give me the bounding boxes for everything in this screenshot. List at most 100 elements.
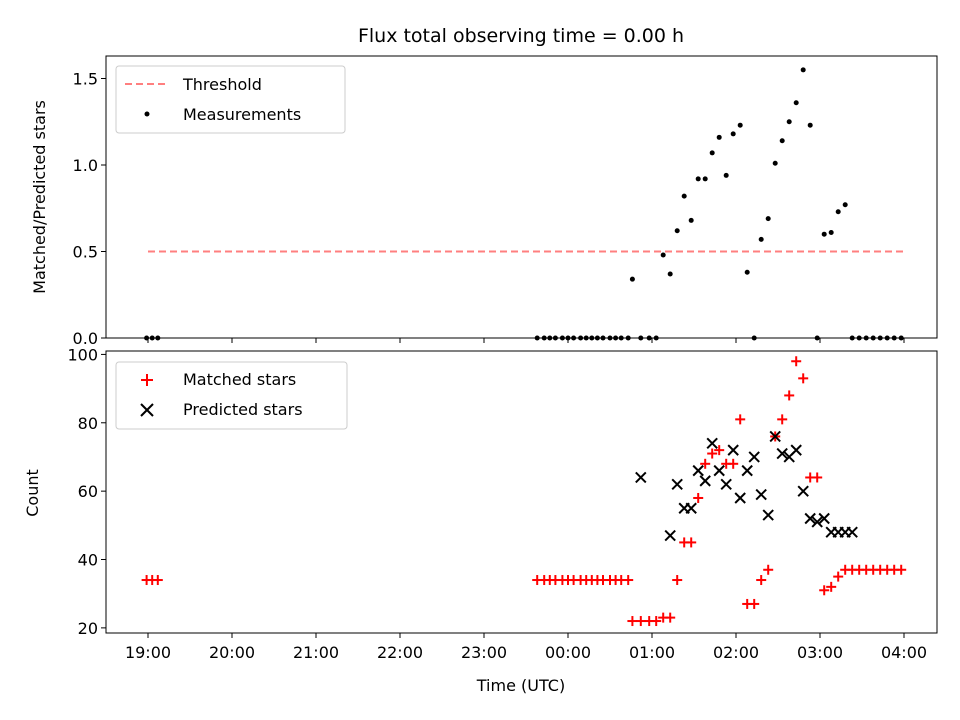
predicted-star-point	[776, 447, 788, 460]
predicted-stars-legend-label: Predicted stars	[183, 400, 303, 419]
measurement-point	[681, 193, 687, 199]
matched-star-point	[707, 448, 718, 459]
measurement-point	[758, 236, 764, 242]
matched-star-point	[763, 564, 774, 575]
measurement-point	[786, 119, 792, 125]
predicted-star-point	[811, 516, 823, 528]
predicted-stars-legend-marker	[140, 403, 154, 417]
predicted-star-point	[699, 475, 711, 487]
predicted-star-point	[741, 464, 753, 477]
matched-star-point	[812, 472, 823, 483]
predicted-star-point	[790, 444, 802, 456]
predicted-star-point	[846, 526, 858, 538]
measurements-legend-label: Measurements	[183, 105, 301, 124]
chart-title: Flux total observing time = 0.00 h	[358, 25, 684, 47]
measurement-point	[793, 100, 799, 106]
matched-star-point	[714, 445, 725, 456]
measurement-point	[629, 276, 635, 282]
bottom-x-axis: 19:00 20:00 21:00 22:00 23:00 00:00 01:00 02:00…	[125, 633, 927, 662]
star-count-panel: 20 40 60 80 100 19:00 20:00 21:00 22:00 23:00 00:…	[23, 345, 938, 695]
matched-star-point	[826, 581, 837, 592]
predicted-star-point	[748, 451, 760, 463]
top-x-axis	[147, 338, 905, 343]
measurement-point	[716, 134, 722, 140]
bottom-y-axis-label: Count	[23, 469, 42, 517]
measurements-legend-marker	[144, 111, 150, 117]
matched-stars-legend-marker	[141, 374, 153, 386]
matched-star-point	[651, 616, 662, 627]
top-y-tick-label: 1.5	[73, 69, 98, 88]
top-legend: Threshold Measurements	[115, 65, 346, 134]
matched-stars-series	[141, 356, 907, 627]
predicted-star-point	[692, 464, 704, 477]
measurement-point	[723, 172, 729, 178]
flux-ratio-panel: 0.0 0.5 1.0 1.5 Matched/Predicted stars Thr…	[30, 55, 938, 348]
bottom-x-tick-label: 00:00	[545, 643, 591, 662]
bottom-legend-box	[115, 361, 348, 430]
predicted-star-point	[804, 512, 816, 525]
predicted-stars-series	[635, 430, 858, 542]
measurement-point	[702, 176, 708, 182]
bottom-y-tick-label: 40	[78, 551, 98, 570]
predicted-star-point	[671, 478, 683, 491]
bottom-y-tick-label: 80	[78, 414, 98, 433]
predicted-star-point	[635, 471, 647, 484]
measurement-point	[695, 176, 701, 182]
top-y-tick-label: 1.0	[73, 156, 98, 175]
measurement-point	[779, 138, 785, 144]
predicted-star-point	[755, 488, 767, 501]
measurement-point	[737, 122, 743, 128]
bottom-x-tick-label: 02:00	[713, 643, 759, 662]
bottom-x-tick-label: 21:00	[293, 643, 339, 662]
measurement-point	[660, 252, 666, 258]
matched-star-point	[686, 537, 697, 548]
measurement-point	[800, 67, 806, 73]
bottom-y-tick-label: 20	[78, 619, 98, 638]
bottom-x-tick-label: 01:00	[629, 643, 675, 662]
matched-star-point	[833, 571, 844, 582]
matched-stars-legend-label: Matched stars	[183, 370, 296, 389]
matched-star-point	[791, 356, 802, 367]
predicted-star-point	[769, 430, 781, 443]
measurement-point	[709, 150, 715, 156]
matched-star-point	[665, 612, 676, 623]
measurement-point	[772, 160, 778, 166]
threshold-legend-label: Threshold	[182, 75, 262, 94]
matched-star-point	[635, 616, 646, 627]
bottom-axes-frame	[105, 350, 938, 634]
bottom-y-axis: 20 40 60 80 100	[67, 345, 106, 638]
matched-star-point	[784, 390, 795, 401]
predicted-star-point	[713, 464, 725, 477]
predicted-star-point	[734, 492, 746, 504]
top-y-tick-label: 0.5	[73, 242, 98, 261]
measurement-point	[821, 231, 827, 237]
predicted-star-point	[685, 502, 697, 514]
matched-star-point	[896, 564, 907, 575]
predicted-star-point	[706, 437, 718, 449]
measurement-point	[828, 229, 834, 235]
bottom-x-tick-label: 20:00	[209, 643, 255, 662]
bottom-x-tick-label: 04:00	[881, 643, 927, 662]
matched-star-point	[693, 492, 704, 503]
matched-star-point	[728, 458, 739, 469]
measurements-series	[144, 67, 904, 341]
measurement-point	[730, 131, 736, 137]
matched-star-point	[735, 414, 746, 425]
bottom-y-tick-label: 100	[67, 345, 98, 364]
matched-star-point	[756, 575, 767, 586]
bottom-legend: Matched stars Predicted stars	[115, 361, 348, 430]
predicted-star-point	[664, 529, 676, 542]
bottom-y-tick-label: 60	[78, 482, 98, 501]
matched-star-point	[672, 575, 683, 586]
top-y-axis-label: Matched/Predicted stars	[30, 100, 49, 294]
top-y-tick-label: 0.0	[73, 329, 98, 348]
matched-star-point	[700, 458, 711, 469]
predicted-star-point	[727, 444, 739, 456]
bottom-x-tick-label: 22:00	[377, 643, 423, 662]
top-legend-box	[115, 65, 346, 134]
measurement-point	[744, 269, 750, 275]
measurement-point	[765, 216, 771, 222]
bottom-x-axis-label: Time (UTC)	[476, 676, 565, 695]
matched-star-point	[798, 373, 809, 384]
